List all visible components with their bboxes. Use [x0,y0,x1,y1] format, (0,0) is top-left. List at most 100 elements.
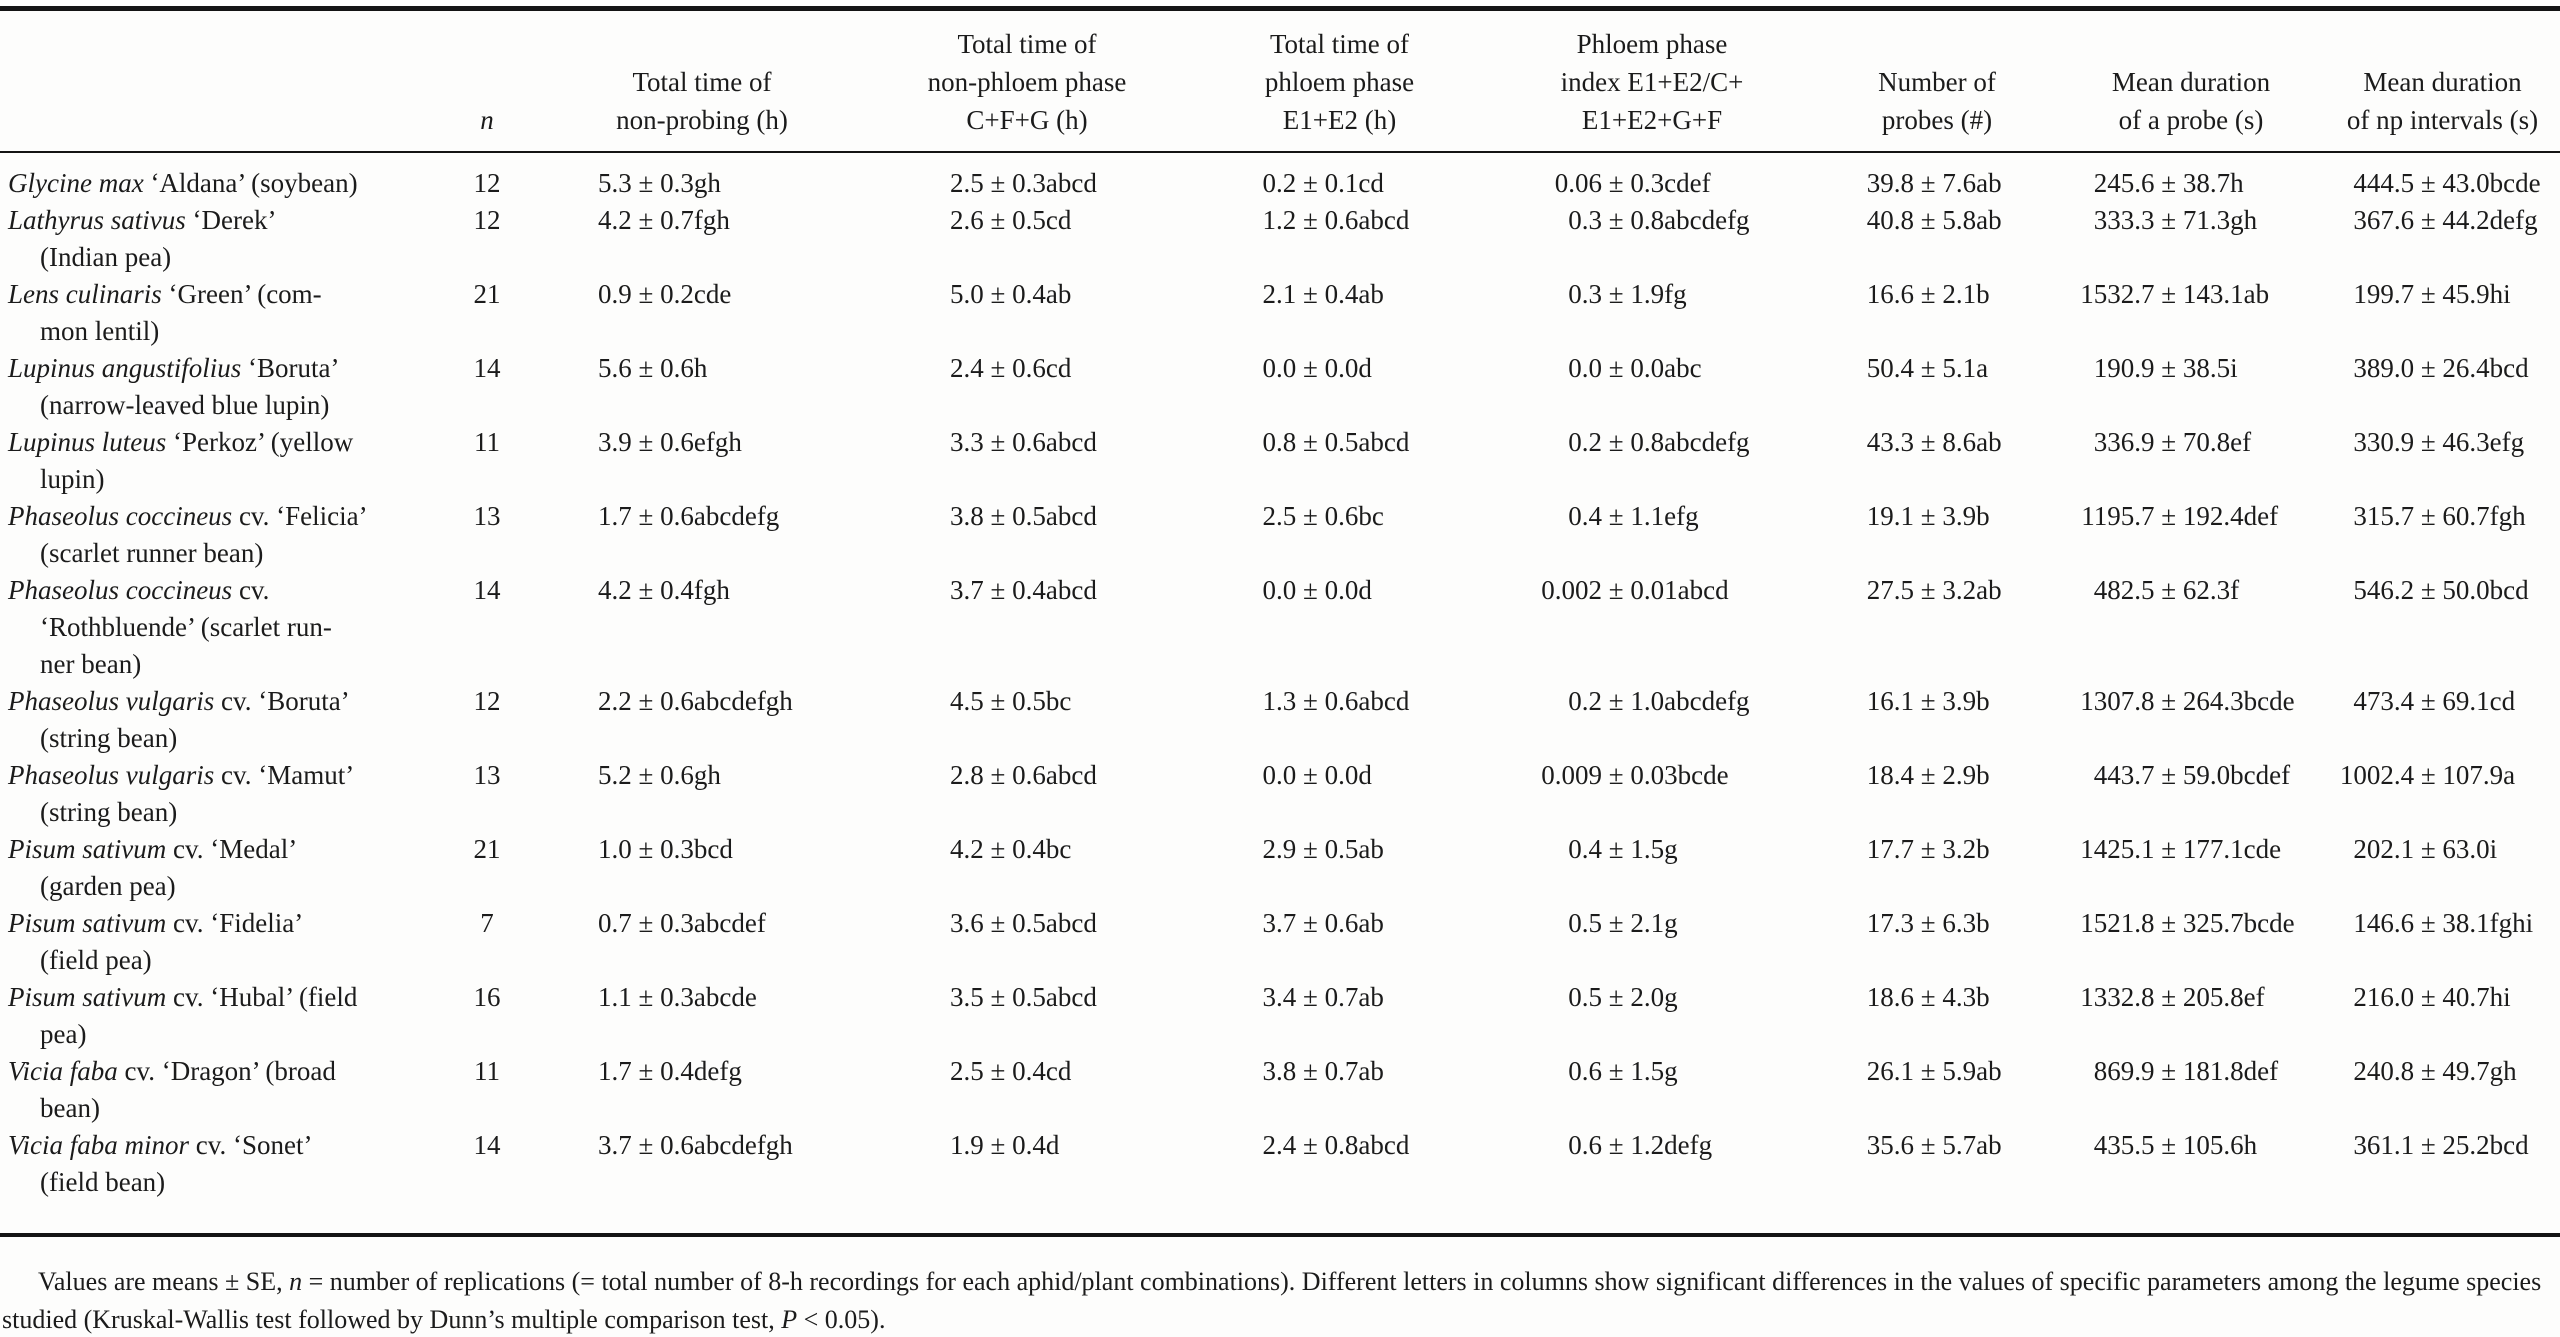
species-latin-name: Pisum sativum [8,908,167,938]
species-cell: Pisum sativum cv. ‘Fidelia’ (field pea) [0,905,432,979]
value-cell: 2.5 ± 0.4cd [950,1056,1072,1086]
value-cell: 245.6 ± 38.7h [2093,168,2244,198]
species-cell: Pisum sativum cv. ‘Medal’ (garden pea) [0,831,432,905]
table-header: n Total time of non-probing (h) Total ti… [0,8,2560,153]
table-row: Phaseolus coccineus cv. ‘Rothbluende’ (s… [0,572,2560,683]
value-cell: 3.5 ± 0.5abcd [950,982,1097,1012]
value-cell: 40.8 ± 5.8ab [1866,205,2002,235]
value-cell: 27.5 ± 3.2ab [1866,575,2002,605]
species-latin-name: Lupinus luteus [8,427,167,457]
value-cell: 4.2 ± 0.7fgh [598,205,730,235]
value-cell: 199.7 ± 45.9hi [2353,279,2511,309]
value-cell: 35.6 ± 5.7ab [1866,1130,2002,1160]
species-latin-name: Phaseolus coccineus [8,501,233,531]
value-cell: 216.0 ± 40.7hi [2353,982,2511,1012]
species-cultivar-common-name: ‘Green’ (com- mon lentil) [40,279,322,346]
species-cultivar-common-name: cv. ‘Felicia’ (scarlet runner bean) [40,501,368,568]
n-cell: 21 [473,279,501,309]
value-cell: 315.7 ± 60.7fgh [2353,501,2526,531]
table-row: Phaseolus vulgaris cv. ‘Mamut’ (string b… [0,757,2560,831]
table-row: Lupinus luteus ‘Perkoz’ (yellow lupin) 1… [0,424,2560,498]
value-cell: 26.1 ± 5.9ab [1866,1056,2002,1086]
value-cell: 1.9 ± 0.4d [950,1130,1060,1160]
table-row: Lens culinaris ‘Green’ (com- mon lentil)… [0,276,2560,350]
n-cell: 13 [473,760,501,790]
n-cell: 11 [474,427,500,457]
value-cell: 3.8 ± 0.7ab [1262,1056,1384,1086]
value-cell: 2.9 ± 0.5ab [1262,834,1384,864]
header-row: n Total time of non-probing (h) Total ti… [0,8,2560,153]
value-cell: 3.7 ± 0.4abcd [950,575,1097,605]
species-cell: Phaseolus coccineus cv. ‘Rothbluende’ (s… [0,572,432,683]
n-cell: 14 [473,353,501,383]
value-cell: 3.8 ± 0.5abcd [950,501,1097,531]
species-latin-name: Lens culinaris [8,279,162,309]
value-cell: 1.3 ± 0.6abcd [1262,686,1410,716]
value-cell: 5.2 ± 0.6gh [598,760,721,790]
column-header-non-phloem-phase: Total time of non-phloem phase C+F+G (h) [862,8,1192,153]
species-latin-name: Vicia faba minor [8,1130,189,1160]
value-cell: 0.4 ± 1.1efg [1568,501,1699,531]
value-cell: 1521.8 ± 325.7bcde [2080,908,2295,938]
value-cell: 0.0 ± 0.0abc [1568,353,1702,383]
species-latin-name: Lathyrus sativus [8,205,186,235]
value-cell: 0.0 ± 0.0d [1262,760,1372,790]
value-cell: 1.7 ± 0.6abcdefg [598,501,780,531]
value-cell: 0.8 ± 0.5abcd [1262,427,1410,457]
epg-parameters-table: n Total time of non-probing (h) Total ti… [0,6,2560,1237]
value-cell: 1195.7 ± 192.4def [2081,501,2279,531]
column-header-species [0,8,432,153]
value-cell: 3.7 ± 0.6abcdefgh [598,1130,793,1160]
species-latin-name: Pisum sativum [8,982,167,1012]
column-header-number-of-probes: Number of probes (#) [1817,8,2057,153]
value-cell: 0.7 ± 0.3abcdef [598,908,766,938]
species-latin-name: Glycine max [8,168,144,198]
species-cultivar-common-name: ‘Aldana’ (soybean) [143,168,358,198]
column-header-phloem-phase-index: Phloem phase index E1+E2/C+ E1+E2+G+F [1487,8,1817,153]
species-cultivar-common-name: ‘Derek’ (Indian pea) [40,205,277,272]
value-cell: 361.1 ± 25.2bcd [2353,1130,2529,1160]
table-row: Phaseolus coccineus cv. ‘Felicia’ (scarl… [0,498,2560,572]
value-cell: 367.6 ± 44.2defg [2353,205,2538,235]
species-cell: Lupinus luteus ‘Perkoz’ (yellow lupin) [0,424,432,498]
value-cell: 240.8 ± 49.7gh [2353,1056,2517,1086]
value-cell: 190.9 ± 38.5i [2093,353,2238,383]
value-cell: 1332.8 ± 205.8ef [2080,982,2265,1012]
value-cell: 0.2 ± 0.8abcdefg [1568,427,1750,457]
n-cell: 14 [473,575,501,605]
species-cell: Vicia faba minor cv. ‘Sonet’ (field bean… [0,1127,432,1235]
species-cell: Phaseolus vulgaris cv. ‘Mamut’ (string b… [0,757,432,831]
value-cell: 1002.4 ± 107.9a [2339,760,2516,790]
value-cell: 16.1 ± 3.9b [1866,686,1990,716]
species-cell: Lens culinaris ‘Green’ (com- mon lentil) [0,276,432,350]
value-cell: 19.1 ± 3.9b [1866,501,1990,531]
value-cell: 0.002 ± 0.01abcd [1541,575,1729,605]
value-cell: 3.7 ± 0.6ab [1262,908,1384,938]
value-cell: 0.6 ± 1.5g [1568,1056,1678,1086]
column-header-phloem-phase: Total time of phloem phase E1+E2 (h) [1192,8,1487,153]
value-cell: 0.2 ± 1.0abcdefg [1568,686,1750,716]
value-cell: 0.06 ± 0.3cdef [1554,168,1711,198]
species-cultivar-common-name: cv. ‘Fidelia’ (field pea) [40,908,304,975]
value-cell: 0.2 ± 0.1cd [1262,168,1384,198]
value-cell: 2.5 ± 0.3abcd [950,168,1097,198]
value-cell: 2.6 ± 0.5cd [950,205,1072,235]
species-cultivar-common-name: cv. ‘Boruta’ (string bean) [40,686,350,753]
value-cell: 2.1 ± 0.4ab [1262,279,1384,309]
column-header-n: n [432,8,542,153]
species-cell: Lupinus angustifolius ‘Boruta’ (narrow-l… [0,350,432,424]
n-cell: 7 [480,908,494,938]
n-cell: 12 [473,168,501,198]
column-header-non-probing: Total time of non-probing (h) [542,8,862,153]
value-cell: 202.1 ± 63.0i [2353,834,2498,864]
species-cell: Phaseolus vulgaris cv. ‘Boruta’ (string … [0,683,432,757]
value-cell: 1.7 ± 0.4defg [598,1056,742,1086]
n-cell: 11 [474,1056,500,1086]
value-cell: 4.2 ± 0.4fgh [598,575,730,605]
table-row: Vicia faba cv. ‘Dragon’ (broad bean) 11 … [0,1053,2560,1127]
value-cell: 1307.8 ± 264.3bcde [2080,686,2295,716]
table-row: Lathyrus sativus ‘Derek’ (Indian pea) 12… [0,202,2560,276]
value-cell: 2.5 ± 0.6bc [1262,501,1384,531]
value-cell: 50.4 ± 5.1a [1866,353,1989,383]
